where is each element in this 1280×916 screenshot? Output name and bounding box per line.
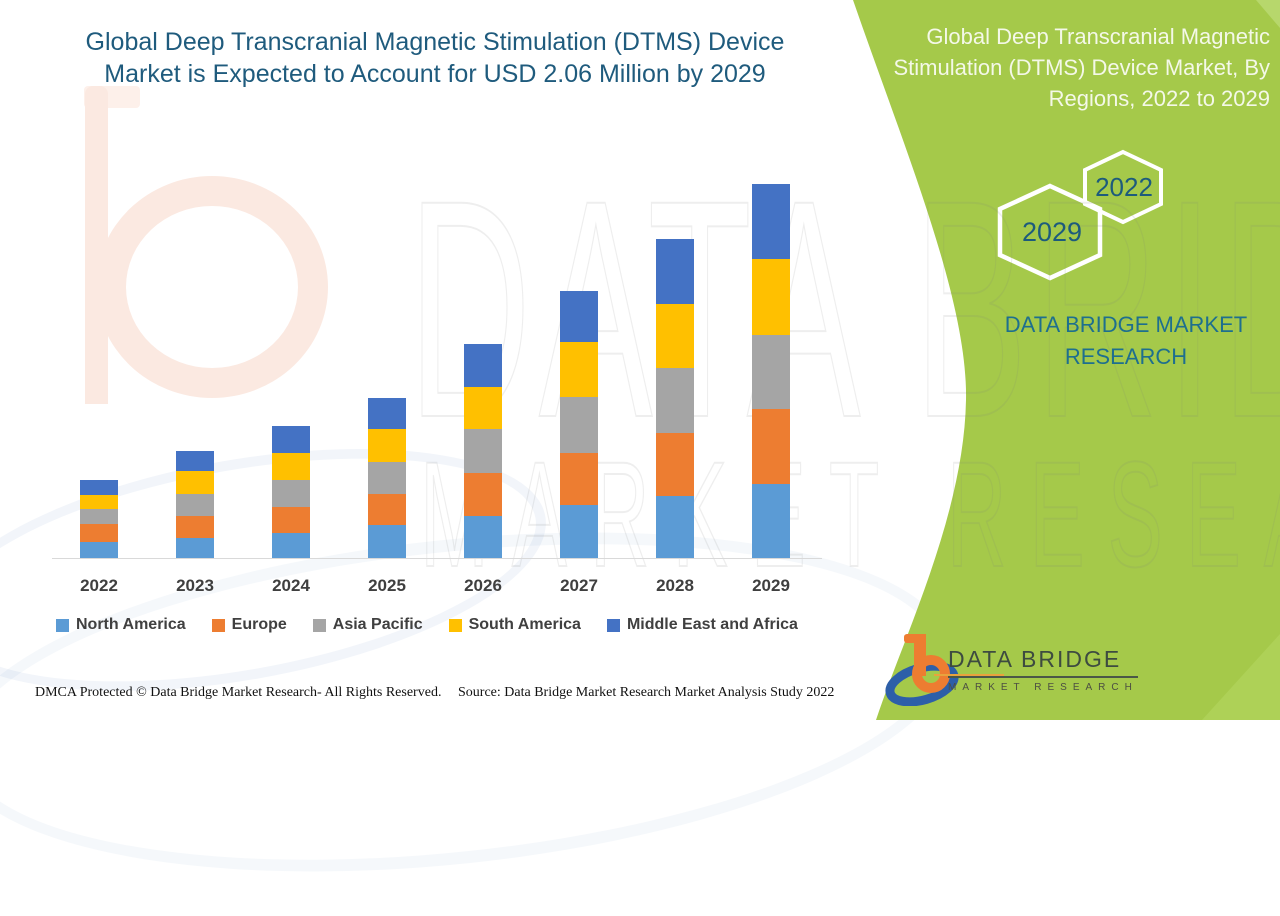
- bar-segment-south-america: [176, 470, 214, 495]
- bar-segment-north-america: [368, 525, 406, 558]
- legend-swatch-icon: [211, 618, 225, 632]
- source-note: Source: Data Bridge Market Research Mark…: [458, 685, 835, 700]
- bar-segment-north-america: [80, 541, 118, 558]
- bar-segment-middle-east-and-africa: [176, 450, 214, 471]
- bar-2029: [752, 184, 790, 558]
- page-title-line1: Global Deep Transcranial Magnetic Stimul…: [85, 28, 785, 56]
- legend-item-middle-east-and-africa: Middle East and Africa: [606, 616, 798, 634]
- bar-segment-asia-pacific: [752, 334, 790, 410]
- bar-segment-europe: [464, 472, 502, 517]
- bar-2028: [656, 238, 694, 558]
- bar-segment-middle-east-and-africa: [80, 480, 118, 495]
- logo-text-block: DATA BRIDGE MARKET RESEARCH: [934, 646, 1138, 693]
- x-axis-label-2028: 2028: [656, 576, 694, 595]
- legend-label: Asia Pacific: [332, 616, 423, 633]
- brand-name-text: DATA BRIDGE MARKET RESEARCH: [1004, 312, 1248, 369]
- bar-segment-asia-pacific: [80, 509, 118, 524]
- bar-segment-middle-east-and-africa: [752, 184, 790, 259]
- bar-segment-asia-pacific: [272, 480, 310, 508]
- x-axis-label-2025: 2025: [368, 576, 406, 595]
- x-axis-line: [52, 558, 822, 559]
- x-axis-label-2023: 2023: [176, 576, 214, 595]
- stacked-bar-chart: 2022 2023 2024 2025 2026 2027 2028 2029: [52, 184, 822, 595]
- bar-segment-europe: [560, 452, 598, 506]
- legend-swatch-icon: [56, 618, 69, 632]
- corner-accent-bottom: [1202, 634, 1280, 720]
- bar-segment-asia-pacific: [656, 367, 694, 433]
- x-axis-label-2024: 2024: [272, 576, 310, 595]
- x-axis-label-2022: 2022: [80, 576, 118, 595]
- bar-segment-south-america: [560, 342, 598, 397]
- logo-subtitle: MARKET RESEARCH: [948, 682, 1138, 693]
- bar-segment-europe: [176, 516, 214, 538]
- bar-2026: [464, 343, 502, 558]
- page-title-line2: Market is Expected to Account for USD 2.…: [104, 60, 766, 88]
- bar-2027: [560, 291, 598, 558]
- x-axis-label-2026: 2026: [464, 576, 502, 595]
- bar-segment-middle-east-and-africa: [368, 398, 406, 430]
- bar-segment-south-america: [752, 258, 790, 335]
- bar-segment-south-america: [464, 387, 502, 430]
- side-panel-heading: Global Deep Transcranial Magnetic Stimul…: [893, 24, 1270, 111]
- bar-2024: [272, 425, 310, 558]
- legend-swatch-icon: [448, 618, 462, 632]
- bar-segment-europe: [272, 507, 310, 533]
- bar-segment-south-america: [656, 304, 694, 368]
- legend-label: Europe: [231, 616, 287, 633]
- green-panel-shape: [853, 0, 1280, 720]
- bar-segment-europe: [368, 494, 406, 526]
- legend-swatch-icon: [312, 618, 326, 632]
- logo-underline-accent: [934, 674, 1004, 676]
- green-side-panel: [853, 0, 1280, 720]
- bar-segment-north-america: [560, 505, 598, 558]
- legend-label: Middle East and Africa: [626, 616, 798, 633]
- bar-segment-middle-east-and-africa: [656, 238, 694, 305]
- logo-name: DATA BRIDGE: [948, 646, 1138, 678]
- bar-segment-middle-east-and-africa: [272, 425, 310, 453]
- x-axis-label-2027: 2027: [560, 576, 598, 595]
- bar-segment-europe: [656, 432, 694, 497]
- legend-item-south-america: South America: [448, 616, 581, 634]
- bar-segment-asia-pacific: [464, 429, 502, 473]
- hexagon-2022-icon: [1083, 149, 1163, 225]
- legend-swatch-icon: [606, 618, 620, 632]
- chart-legend: North America Europe Asia Pacific South Ame…: [56, 616, 798, 634]
- corner-accent-top: [1256, 0, 1280, 28]
- bar-segment-north-america: [464, 516, 502, 558]
- bar-2022: [80, 480, 118, 558]
- legend-item-north-america: North America: [56, 616, 186, 634]
- x-axis-label-2029: 2029: [752, 576, 790, 595]
- bar-segment-asia-pacific: [176, 494, 214, 517]
- legend-label: South America: [468, 616, 581, 633]
- bar-segment-south-america: [80, 494, 118, 510]
- bar-segment-south-america: [368, 429, 406, 462]
- bar-segment-north-america: [272, 532, 310, 558]
- bar-segment-north-america: [176, 538, 214, 558]
- bar-segment-south-america: [272, 452, 310, 481]
- bar-segment-europe: [752, 409, 790, 484]
- legend-label: North America: [76, 616, 186, 633]
- page-title: Global Deep Transcranial Magnetic Stimul…: [55, 26, 815, 90]
- bar-segment-middle-east-and-africa: [560, 291, 598, 343]
- hexagon-2029-label: 2029: [1021, 217, 1083, 247]
- bar-segment-asia-pacific: [368, 461, 406, 495]
- bar-segment-north-america: [752, 483, 790, 558]
- bar-segment-middle-east-and-africa: [464, 343, 502, 388]
- bar-2023: [176, 450, 214, 558]
- bar-segment-europe: [80, 523, 118, 542]
- dmca-notice: DMCA Protected © Data Bridge Market Rese…: [35, 685, 442, 700]
- bar-2025: [368, 398, 406, 558]
- bar-segment-asia-pacific: [560, 396, 598, 453]
- hexagon-2022-label: 2022: [1095, 172, 1153, 202]
- legend-item-asia-pacific: Asia Pacific: [312, 616, 423, 634]
- hexagon-2029-icon: [997, 183, 1103, 281]
- legend-item-europe: Europe: [211, 616, 287, 634]
- bar-segment-north-america: [656, 496, 694, 558]
